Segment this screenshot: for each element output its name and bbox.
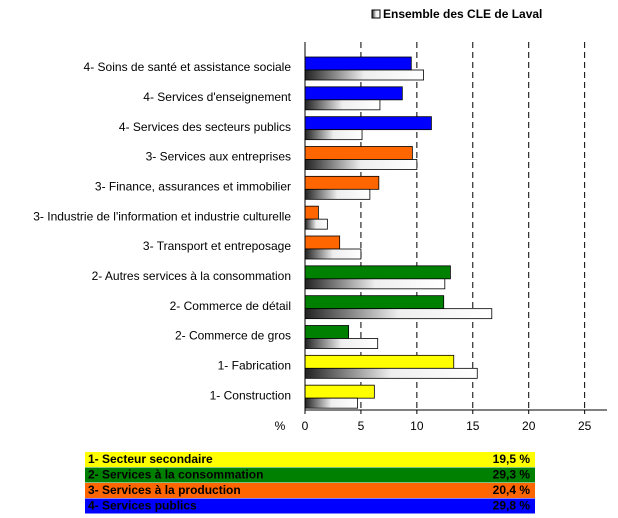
bar xyxy=(304,218,328,230)
y-tick-label: 4- Services d'enseignement xyxy=(143,90,291,104)
bar xyxy=(304,99,381,111)
y-tick-label: 3- Services aux entreprises xyxy=(146,150,291,164)
legend-label: Ensemble des CLE de Laval xyxy=(383,7,542,21)
bar xyxy=(304,384,375,399)
bar xyxy=(304,367,478,379)
bar xyxy=(304,188,371,200)
bar xyxy=(304,116,432,131)
y-tick-label: 3- Transport et entreposage xyxy=(143,239,291,253)
bar xyxy=(304,175,380,190)
bar xyxy=(304,69,424,81)
x-axis-label: % xyxy=(275,419,286,433)
bar xyxy=(304,295,445,310)
bar xyxy=(304,265,451,280)
bar xyxy=(304,397,358,409)
y-tick-label: 2- Commerce de gros xyxy=(175,329,291,343)
y-tick-label: 3- Industrie de l'information et industr… xyxy=(33,209,291,223)
bar xyxy=(304,248,362,260)
summary-value: 20,4 % xyxy=(493,483,531,497)
bar xyxy=(304,159,418,170)
summary-label: 4- Services publics xyxy=(88,499,197,513)
bar xyxy=(304,205,319,220)
bar xyxy=(304,278,446,290)
bar xyxy=(304,354,455,369)
summary-label: 2- Services à la consommation xyxy=(88,468,263,482)
summary-row xyxy=(85,467,535,483)
x-tick-label: 0 xyxy=(302,419,309,433)
summary-label: 1- Secteur secondaire xyxy=(88,452,213,466)
y-tick-label: 3- Finance, assurances et immobilier xyxy=(95,179,291,193)
summary-value: 29,8 % xyxy=(493,499,531,513)
bar xyxy=(304,235,341,250)
summary-value: 19,5 % xyxy=(493,452,531,466)
summary-row xyxy=(85,483,535,498)
y-tick-label: 2- Autres services à la consommation xyxy=(92,269,291,283)
bar xyxy=(304,325,350,339)
y-tick-label: 4- Soins de santé et assistance sociale xyxy=(84,60,292,74)
summary-value: 29,3 % xyxy=(493,468,531,482)
bar xyxy=(304,338,379,349)
bar xyxy=(304,86,403,101)
bar xyxy=(304,308,493,320)
x-tick-label: 20 xyxy=(522,419,536,433)
y-tick-label: 1- Construction xyxy=(210,388,291,402)
bar xyxy=(304,56,412,71)
y-tick-label: 4- Services des secteurs publics xyxy=(119,120,291,134)
bar xyxy=(304,129,363,141)
summary-row xyxy=(85,452,535,467)
x-tick-label: 10 xyxy=(410,419,424,433)
x-tick-label: 15 xyxy=(466,419,480,433)
x-tick-label: 5 xyxy=(358,419,365,433)
x-tick-label: 25 xyxy=(578,419,592,433)
summary-label: 3- Services à la production xyxy=(88,483,241,497)
y-tick-label: 2- Commerce de détail xyxy=(170,299,291,313)
summary-row xyxy=(85,498,535,514)
y-tick-label: 1- Fabrication xyxy=(218,358,291,372)
bar xyxy=(304,146,413,160)
legend-swatch xyxy=(371,9,381,19)
